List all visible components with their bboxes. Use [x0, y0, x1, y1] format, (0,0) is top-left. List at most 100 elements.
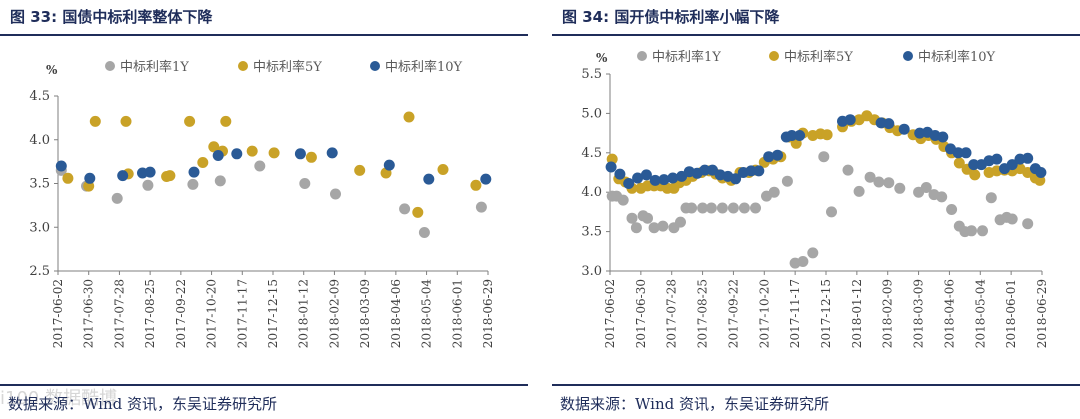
- data-point-中标利率1Y: [254, 160, 266, 172]
- data-point-中标利率1Y: [705, 202, 717, 214]
- data-point-中标利率10Y: [794, 130, 806, 141]
- y-tick-label: 4.5: [29, 89, 50, 104]
- data-point-中标利率5Y: [953, 157, 965, 169]
- x-tick-label: 2017-10-20: [205, 279, 219, 348]
- x-tick-label: 2017-06-02: [51, 279, 65, 348]
- data-point-中标利率1Y: [864, 171, 876, 183]
- data-point-中标利率10Y: [786, 130, 798, 141]
- y-tick-label: 5.0: [581, 106, 602, 121]
- data-point-中标利率1Y: [873, 176, 885, 188]
- data-point-中标利率1Y: [716, 202, 728, 214]
- data-point-中标利率5Y: [969, 169, 981, 181]
- data-point-中标利率5Y: [354, 164, 366, 176]
- data-point-中标利率5Y: [268, 147, 280, 159]
- data-point-中标利率1Y: [299, 178, 311, 189]
- data-point-中标利率1Y: [883, 177, 895, 189]
- data-point-中标利率5Y: [208, 141, 220, 153]
- data-point-中标利率1Y: [642, 212, 653, 224]
- x-tick-label: 2018-02-09: [881, 279, 895, 348]
- data-point-中标利率10Y: [117, 170, 129, 182]
- x-tick-label: 2017-06-02: [603, 279, 617, 348]
- x-tick-label: 2018-05-04: [420, 279, 434, 349]
- data-point-中标利率1Y: [894, 182, 906, 194]
- y-tick-label: 4.5: [581, 146, 602, 161]
- top-rule: [552, 34, 1080, 36]
- data-point-中标利率5Y: [437, 164, 449, 175]
- data-point-中标利率5Y: [184, 115, 196, 127]
- x-tick-label: 2017-06-30: [634, 279, 648, 348]
- data-point-中标利率10Y: [960, 147, 972, 159]
- data-point-中标利率10Y: [772, 149, 783, 161]
- data-point-中标利率1Y: [418, 227, 430, 238]
- data-point-中标利率10Y: [1022, 152, 1034, 164]
- data-point-中标利率10Y: [144, 166, 156, 178]
- data-point-中标利率10Y: [383, 159, 395, 171]
- legend-label: 中标利率5Y: [253, 59, 322, 75]
- legend-label: 中标利率1Y: [120, 59, 189, 75]
- data-point-中标利率1Y: [475, 201, 487, 213]
- watermark: i100 数据酷博: [0, 388, 118, 409]
- x-tick-label: 2018-01-12: [850, 279, 864, 348]
- data-point-中标利率5Y: [197, 157, 209, 168]
- data-point-中标利率10Y: [844, 114, 856, 126]
- data-point-中标利率10Y: [898, 123, 910, 135]
- data-point-中标利率10Y: [730, 173, 742, 185]
- x-tick-label: 2018-03-09: [358, 279, 372, 348]
- data-point-中标利率10Y: [614, 168, 626, 180]
- data-point-中标利率1Y: [818, 151, 830, 163]
- data-point-中标利率1Y: [142, 179, 154, 191]
- legend-label: 中标利率10Y: [918, 49, 996, 65]
- x-tick-label: 2017-08-25: [696, 279, 710, 348]
- data-point-中标利率10Y: [968, 159, 980, 171]
- data-point-中标利率10Y: [632, 172, 644, 184]
- data-point-中标利率5Y: [62, 172, 74, 184]
- data-point-中标利率1Y: [966, 225, 977, 237]
- top-rule: [0, 34, 528, 36]
- data-point-中标利率1Y: [686, 202, 698, 214]
- y-tick-label: 4.0: [581, 185, 602, 200]
- data-point-中标利率5Y: [89, 115, 101, 127]
- data-point-中标利率10Y: [937, 131, 949, 143]
- data-point-中标利率10Y: [231, 148, 243, 160]
- data-point-中标利率10Y: [55, 160, 67, 172]
- x-tick-label: 2017-07-28: [112, 279, 126, 348]
- scatter-chart-treasury: 2.5 3.0 3.5 4.0 4.5 2017-06-02 2017-06-30 2017-…: [29, 59, 495, 349]
- x-tick-label: 2018-04-06: [389, 279, 403, 348]
- data-point-中标利率10Y: [649, 174, 661, 186]
- data-point-中标利率10Y: [753, 165, 765, 177]
- data-point-中标利率5Y: [403, 111, 415, 123]
- data-point-中标利率1Y: [920, 182, 932, 193]
- bottom-rule: [0, 384, 528, 386]
- data-point-中标利率1Y: [187, 178, 199, 190]
- x-tick-label: 2017-10-20: [757, 279, 771, 348]
- x-tick-label: 2018-01-12: [297, 279, 311, 348]
- data-point-中标利率5Y: [220, 115, 232, 127]
- y-unit-label: %: [596, 51, 608, 65]
- legend-marker: [105, 61, 115, 71]
- y-tick-label: 2.5: [29, 264, 50, 279]
- y-tick-label: 3.0: [581, 264, 602, 279]
- data-point-中标利率1Y: [946, 204, 958, 215]
- source-note: 数据来源：Wind 资讯，东吴证券研究所: [560, 395, 829, 413]
- data-point-中标利率10Y: [480, 173, 492, 185]
- data-point-中标利率10Y: [1035, 167, 1047, 178]
- data-point-中标利率1Y: [750, 202, 761, 214]
- data-point-中标利率5Y: [120, 115, 132, 127]
- y-unit-label: %: [46, 63, 58, 77]
- data-point-中标利率5Y: [246, 145, 258, 157]
- figure-title: 图 34: 国开债中标利率小幅下降: [562, 8, 780, 26]
- data-point-中标利率10Y: [326, 147, 338, 159]
- data-point-中标利率5Y: [821, 129, 833, 141]
- data-point-中标利率10Y: [745, 165, 757, 177]
- data-point-中标利率10Y: [623, 178, 635, 189]
- y-tick-label: 4.0: [29, 133, 50, 148]
- bottom-rule: [552, 384, 1080, 386]
- data-point-中标利率1Y: [626, 212, 638, 224]
- data-point-中标利率1Y: [617, 194, 629, 206]
- y-tick-label: 3.5: [29, 177, 50, 192]
- data-point-中标利率10Y: [699, 164, 711, 176]
- data-point-中标利率1Y: [727, 202, 739, 214]
- data-point-中标利率1Y: [936, 191, 948, 203]
- data-point-中标利率1Y: [111, 192, 123, 204]
- legend-marker: [238, 61, 248, 71]
